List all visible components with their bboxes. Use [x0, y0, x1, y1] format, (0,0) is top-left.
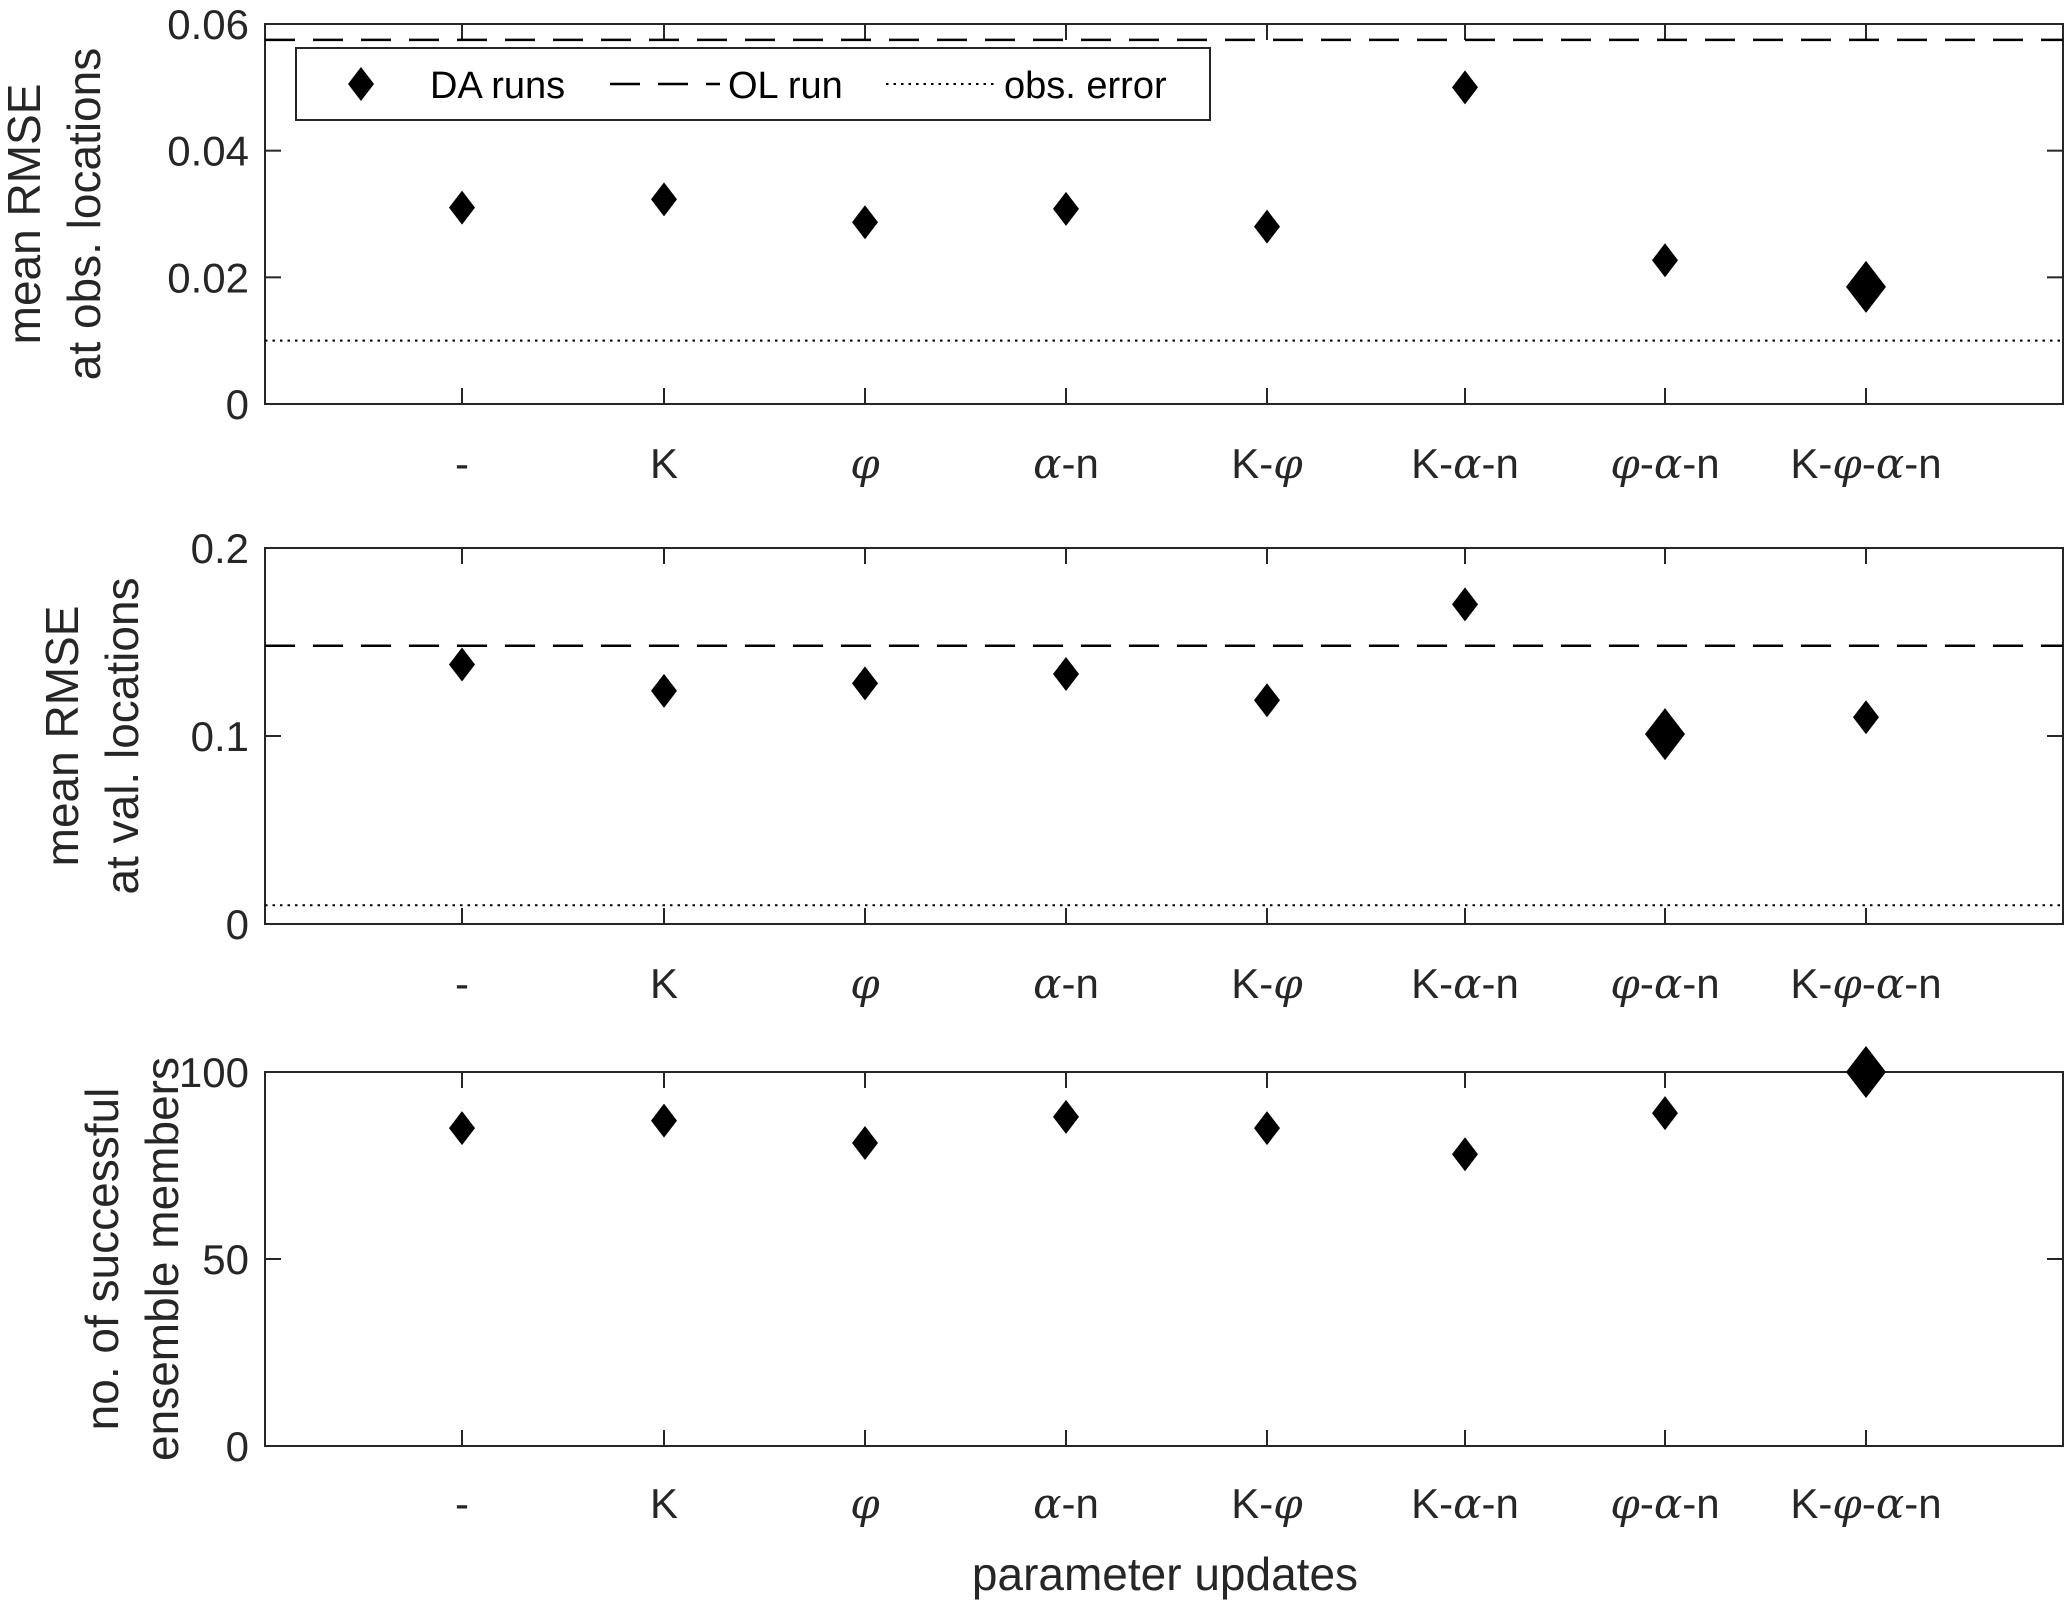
da-run-marker	[449, 1111, 475, 1146]
x-tick-label: K-α-n	[1411, 959, 1519, 1008]
y-tick-label: 0.1	[191, 713, 249, 760]
da-run-marker	[1254, 1111, 1280, 1146]
da-run-marker	[1452, 1137, 1478, 1172]
da-run-marker	[1652, 243, 1678, 278]
x-tick-label: K-φ	[1231, 439, 1303, 488]
x-tick-label: K	[650, 440, 678, 487]
da-run-marker	[1846, 1046, 1886, 1098]
x-tick-label: K-φ-α-n	[1790, 959, 1941, 1008]
da-run-marker	[1452, 587, 1478, 622]
da-run-marker	[1652, 1096, 1678, 1131]
plot-frame	[264, 23, 2064, 405]
legend-box	[295, 47, 1211, 121]
da-run-marker	[651, 182, 677, 217]
da-run-marker	[651, 1103, 677, 1138]
legend-entry: DA runs	[430, 65, 565, 107]
x-tick-label: K-φ	[1231, 1479, 1303, 1528]
y-tick-label: 50	[202, 1236, 249, 1283]
x-tick-label: K-α-n	[1411, 1479, 1519, 1528]
legend: DA runs OL run obs. error	[295, 47, 1211, 121]
da-run-marker	[1853, 700, 1879, 735]
y-tick-label: 0.06	[167, 1, 249, 48]
x-tick-label: K	[650, 1480, 678, 1527]
x-tick-label: φ	[850, 959, 880, 1008]
da-run-marker	[1846, 260, 1886, 313]
da-run-marker	[1452, 70, 1478, 105]
da-run-marker	[449, 190, 475, 225]
da-run-marker	[1645, 708, 1685, 761]
x-tick-label: φ	[850, 1479, 880, 1528]
legend-diamond-icon	[348, 67, 374, 101]
y-axis-label: no. of successful	[76, 1088, 128, 1431]
y-axis-label: mean RMSE	[36, 606, 88, 867]
y-tick-label: 0	[226, 381, 249, 428]
da-run-marker	[852, 1126, 878, 1161]
x-tick-label: -	[455, 440, 469, 487]
legend-entry: obs. error	[1004, 65, 1167, 107]
x-axis-label: parameter updates	[972, 1548, 1358, 1600]
x-tick-label: K-φ-α-n	[1790, 439, 1941, 488]
da-run-marker	[1254, 683, 1280, 718]
y-tick-label: 0.2	[191, 525, 249, 572]
y-axis-label: mean RMSE	[0, 84, 50, 345]
da-run-marker	[1053, 191, 1079, 226]
x-tick-label: K	[650, 960, 678, 1007]
y-axis-label: ensemble members	[136, 1057, 188, 1461]
da-run-marker	[852, 205, 878, 240]
da-run-marker	[1053, 1099, 1079, 1134]
plot-frame	[264, 547, 2064, 925]
x-tick-label: φ-α-n	[1610, 1479, 1719, 1528]
y-tick-label: 0	[226, 901, 249, 948]
y-tick-label: 0	[226, 1423, 249, 1470]
x-tick-label: α-n	[1033, 959, 1099, 1008]
y-tick-label: 0.02	[167, 254, 249, 301]
x-tick-label: φ-α-n	[1610, 439, 1719, 488]
y-tick-label: 100	[179, 1049, 249, 1096]
da-run-marker	[449, 647, 475, 682]
y-axis-label: at obs. locations	[58, 48, 110, 380]
x-tick-label: K-α-n	[1411, 439, 1519, 488]
x-tick-label: φ	[850, 439, 880, 488]
x-tick-label: α-n	[1033, 1479, 1099, 1528]
legend-entry: OL run	[728, 65, 843, 107]
x-tick-label: K-φ-α-n	[1790, 1479, 1941, 1528]
y-tick-label: 0.04	[167, 128, 249, 175]
x-tick-label: -	[455, 1480, 469, 1527]
x-tick-label: α-n	[1033, 439, 1099, 488]
x-tick-label: φ-α-n	[1610, 959, 1719, 1008]
x-tick-label: K-φ	[1231, 959, 1303, 1008]
da-run-marker	[1254, 209, 1280, 244]
da-run-marker	[651, 673, 677, 708]
x-tick-label: -	[455, 960, 469, 1007]
y-axis-label: at val. locations	[96, 577, 148, 894]
da-run-marker	[852, 666, 878, 701]
plot-frame	[264, 1071, 2064, 1447]
da-run-marker	[1053, 656, 1079, 691]
